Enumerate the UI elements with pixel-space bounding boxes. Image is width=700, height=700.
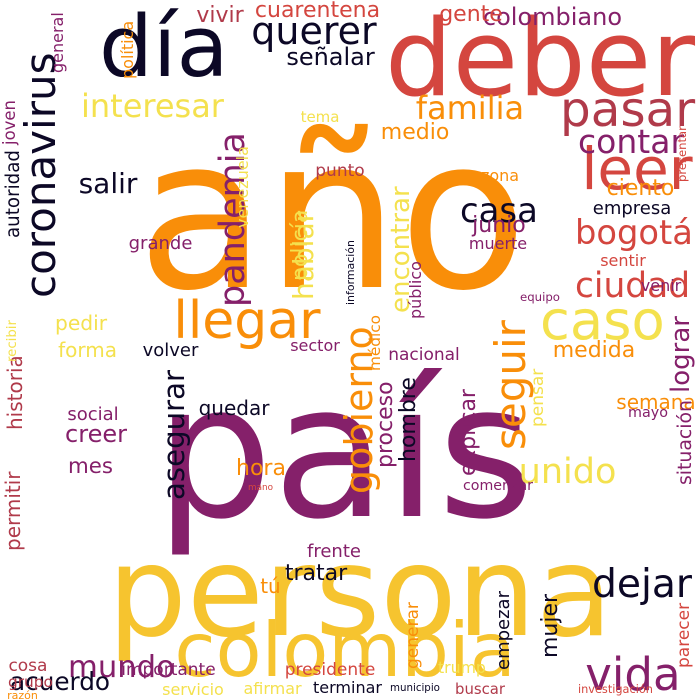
word-querer: querer — [251, 9, 377, 53]
word-forma: forma — [58, 338, 117, 362]
word-persona: persona — [107, 520, 613, 665]
word-parecer: parecer — [674, 602, 694, 668]
word-llegar: llegar — [173, 291, 321, 351]
word-venir: venir — [640, 276, 682, 295]
word-vivir: vivir — [196, 3, 244, 28]
word-caso: caso — [540, 288, 665, 352]
word-presidente: presidente — [284, 660, 376, 680]
word-importante: importante — [121, 660, 216, 680]
word-punto: punto — [315, 161, 365, 181]
word-sentir: sentir — [600, 251, 646, 270]
word-recibir: recibir — [5, 320, 21, 362]
word-creer: creer — [65, 420, 127, 448]
word-pasar: pasar — [560, 81, 696, 138]
word-grupo: grupo — [8, 673, 53, 692]
word-explicar: explicar — [456, 388, 481, 476]
word-grande: grande — [128, 233, 193, 254]
word-proceso: proceso — [373, 381, 398, 469]
word-salir: salir — [78, 167, 138, 200]
word-interesar: interesar — [80, 87, 224, 125]
word-gente: gente — [439, 2, 503, 27]
word-hombre: hombre — [396, 377, 421, 463]
word-nacional: nacional — [388, 345, 460, 365]
word-servicio: servicio — [162, 680, 224, 699]
word-dia: día — [98, 0, 229, 97]
word-frente: frente — [307, 541, 361, 562]
word-acuerdo: acuerdo — [10, 667, 111, 697]
word-comenzar: comenzar — [463, 477, 533, 494]
word-general: general — [48, 12, 67, 73]
word-autoridad: autoridad — [2, 150, 24, 238]
word-empezar: empezar — [493, 590, 514, 670]
word-colombia: colombia — [174, 606, 516, 694]
word-social: social — [67, 404, 119, 425]
word-leer: leer — [581, 135, 693, 203]
word-informacion: información — [343, 240, 357, 305]
word-seguir: seguir — [486, 319, 535, 450]
word-casa: casa — [460, 190, 538, 230]
word-cosa: cosa — [8, 656, 48, 676]
word-investigacion: investigación — [578, 683, 653, 697]
word-mujer: mujer — [538, 593, 563, 658]
word-mes: mes — [68, 454, 113, 480]
word-medio: medio — [380, 120, 450, 145]
word-trump: trump — [438, 658, 486, 678]
word-zona: zona — [480, 166, 520, 185]
word-tu: tú — [260, 574, 281, 598]
word-deber: deber — [385, 0, 696, 121]
word-ciento: ciento — [606, 176, 675, 201]
word-ano: año — [137, 92, 528, 337]
word-dejar: dejar — [592, 562, 693, 608]
word-muerte: muerte — [468, 234, 528, 253]
word-buscar: buscar — [455, 679, 506, 698]
word-joven: joven — [0, 100, 20, 145]
word-medico: médico — [366, 314, 385, 371]
word-pedir: pedir — [55, 310, 108, 335]
word-razon: razón — [7, 689, 38, 700]
word-pensar: pensar — [528, 368, 548, 428]
word-historia: historia — [3, 355, 27, 430]
word-senalar: señalar — [286, 43, 375, 71]
word-terminar: terminar — [313, 678, 382, 697]
word-empresa: empresa — [592, 198, 672, 219]
word-familia: familia — [415, 89, 525, 127]
word-tratar: tratar — [284, 561, 348, 586]
word-publico: público — [406, 261, 425, 319]
word-cuarentena: cuarentena — [254, 0, 381, 23]
word-bogota: bogotá — [575, 213, 693, 253]
word-unido: unido — [518, 452, 617, 492]
word-municipio: municipio — [390, 681, 440, 694]
word-coronavirus: coronavirus — [16, 52, 65, 298]
word-ciudad: ciudad — [575, 265, 691, 306]
word-permitir: permitir — [1, 471, 25, 551]
word-quedar: quedar — [198, 396, 270, 420]
word-presentar: presentar — [675, 126, 690, 182]
word-asegurar: asegurar — [157, 369, 192, 500]
word-vida: vida — [585, 648, 681, 700]
word-medida: medida — [552, 338, 636, 363]
word-mundo: mundo — [68, 650, 175, 686]
word-policia: policía — [288, 209, 313, 281]
word-contar: contar — [578, 122, 685, 161]
word-lograr: lograr — [666, 316, 696, 394]
word-mayo: mayo — [628, 404, 668, 421]
word-tema: tema — [300, 108, 340, 126]
word-situacion: situación — [674, 400, 696, 485]
word-hora: hora — [236, 456, 286, 481]
word-junio: junio — [472, 213, 526, 238]
word-politica: política — [118, 20, 137, 80]
word-colombiano: colombiano — [482, 3, 623, 31]
word-semana: semana — [616, 390, 696, 414]
word-venezuela: venezuela — [233, 146, 252, 229]
word-generar: generar — [403, 602, 423, 670]
word-pais: país — [155, 344, 534, 560]
word-mano: mano — [248, 483, 274, 494]
word-afirmar: afirmar — [243, 679, 302, 698]
word-equipo: equipo — [520, 290, 560, 305]
word-volver: volver — [142, 340, 199, 361]
word-sector: sector — [290, 336, 340, 355]
